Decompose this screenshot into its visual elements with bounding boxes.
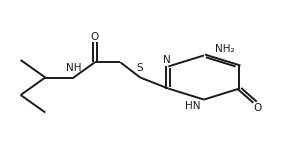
Text: O: O	[254, 103, 262, 113]
Text: S: S	[137, 63, 144, 73]
Text: NH₂: NH₂	[215, 44, 235, 54]
Text: HN: HN	[185, 101, 200, 111]
Text: NH: NH	[66, 63, 81, 73]
Text: O: O	[91, 32, 99, 42]
Text: N: N	[163, 55, 171, 65]
